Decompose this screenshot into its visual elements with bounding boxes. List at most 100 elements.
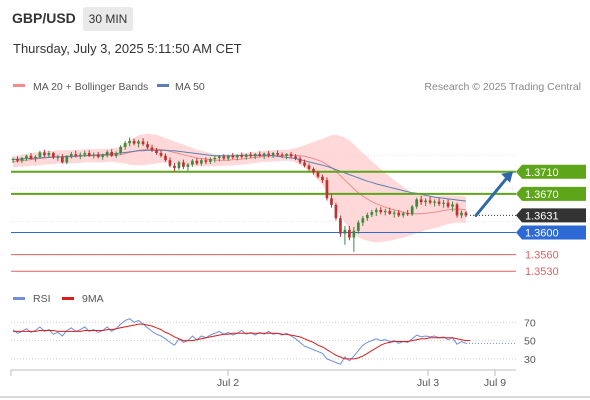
candle-body [244,154,248,157]
candle-body [195,160,199,164]
candle-body [74,154,78,156]
time-ticks: Jul 2 Jul 3 Jul 9 [10,370,506,389]
candle-body [343,229,347,234]
candle [374,207,378,216]
candle [464,211,468,218]
candle [34,155,37,162]
candle-body [437,201,441,204]
candle [406,209,410,216]
time-tick-label: Jul 3 [417,377,439,389]
candle [330,193,333,208]
candle [105,150,109,158]
candle-body [173,165,176,168]
rsi-ma-legend-swatch [62,297,74,300]
candles [11,137,468,252]
candle [316,170,320,179]
candle-body [348,229,351,238]
candle [370,209,374,218]
candle [253,153,257,160]
candle-body [213,157,217,160]
candle-body [415,199,419,207]
rsi-panel: RSI 9MA 70 50 30 [11,293,536,366]
candle [155,148,158,155]
candle [365,212,369,221]
candle-body [150,147,154,151]
candle-body [114,153,118,156]
candle [383,208,387,216]
candle [29,153,33,160]
candle-body [339,218,342,234]
candle [38,150,42,159]
candle [424,198,427,207]
candle-body [226,155,230,159]
candle [47,150,51,158]
candle [146,141,149,150]
candle-body [285,154,288,156]
rsi-tick-label: 30 [524,354,536,366]
level-tag-bg [516,186,586,201]
candle-body [209,159,212,162]
candle-body [191,160,194,165]
candle-body [316,172,320,177]
candle-body [361,218,365,223]
candle-body [141,141,145,145]
candle [343,225,347,245]
level-tag-label: 1.3670 [525,189,559,201]
candle [186,162,190,171]
candle [348,225,351,241]
candle-body [177,162,181,168]
symbol-label: GBP/USD [12,10,76,26]
timeframe-button[interactable]: 30 MIN [83,7,133,31]
candle [25,154,28,161]
candle [209,157,212,165]
candle-body [455,204,459,216]
candle-body [406,213,410,215]
candle [460,210,463,219]
candle [285,153,288,160]
level-tag-label: 1.3710 [525,167,559,179]
candle [168,157,172,168]
candle-body [298,158,302,163]
candle [222,154,226,161]
candle-body [47,153,51,156]
price-panel: MA 20 + Bollinger Bands MA 50 Research ©… [11,81,586,278]
candle [388,207,392,215]
candle [52,151,55,160]
candle [132,138,136,146]
candle-body [379,209,383,213]
candle-body [83,153,87,155]
candle [128,137,131,147]
candle-body [262,153,266,156]
candle-body [388,211,392,214]
candle [78,152,82,160]
candle [339,215,342,237]
candle [258,151,262,158]
candle [96,151,100,159]
candle-body [258,154,262,156]
candle [321,174,324,183]
candle-body [110,151,114,156]
candle-body [137,141,140,144]
candle [267,150,270,158]
rsi-legend-swatch [13,297,25,300]
candle-body [321,176,324,181]
candle-body [60,156,64,163]
candle-body [235,155,239,158]
candle-body [34,156,37,159]
candle-body [200,160,203,164]
candle-body [271,153,275,156]
candle [303,159,306,168]
candle-body [159,153,163,156]
level-tag-label: 1.3631 [525,210,559,222]
level-tag-bg [516,164,586,179]
candle-body [132,140,136,144]
candle [173,162,176,172]
candle [137,139,140,148]
candle [352,227,356,252]
price-legend-ma20-swatch [13,84,25,87]
candle-body [294,156,297,159]
candle [271,151,275,158]
candle [119,145,122,155]
candle [226,154,230,161]
